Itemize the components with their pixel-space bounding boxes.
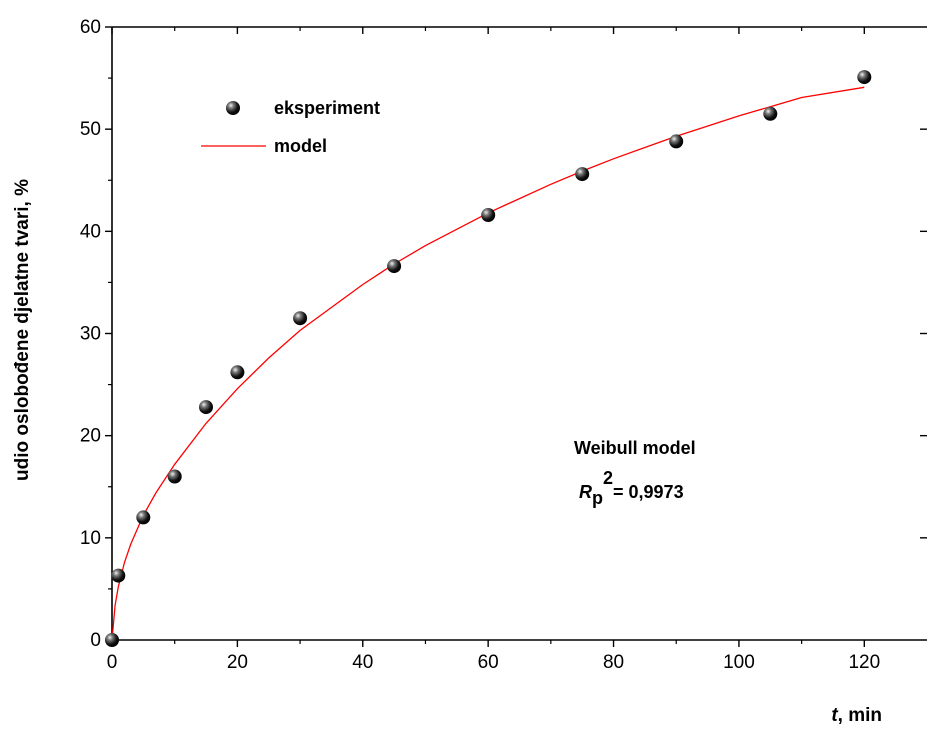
- r-symbol: R: [579, 482, 592, 502]
- plot-axes: [111, 26, 927, 641]
- x-tick-label-0: 0: [107, 652, 118, 673]
- y-tick-label-50: 50: [80, 119, 101, 140]
- y-axis-ticks: 0 10 20 30 40 50 60: [80, 17, 927, 651]
- x-axis-ticks: 0 20 40 60 80 100 120: [107, 27, 880, 673]
- annotation-r-squared: Rp2= 0,9973: [579, 468, 684, 508]
- x-tick-label-20: 20: [227, 652, 248, 673]
- data-point: [136, 510, 151, 525]
- legend-label-eksperiment: eksperiment: [274, 98, 380, 118]
- data-point: [167, 469, 182, 484]
- x-axis-title: t, min: [831, 705, 882, 726]
- r-subscript: p: [592, 488, 603, 508]
- x-axis-unit: , min: [838, 705, 882, 726]
- fit-annotation: Weibull model Rp2= 0,9973: [574, 438, 696, 508]
- data-point: [230, 365, 245, 380]
- data-point: [857, 70, 872, 85]
- y-tick-label-60: 60: [80, 17, 101, 38]
- data-point: [763, 106, 778, 121]
- model-line: [111, 86, 865, 641]
- y-tick-label-20: 20: [80, 426, 101, 447]
- data-point: [199, 400, 213, 415]
- data-point: [105, 633, 119, 647]
- y-axis-title: udio oslobođene djelatne tvari, %: [12, 179, 33, 481]
- r-value: = 0,9973: [613, 482, 684, 502]
- data-point: [481, 208, 496, 222]
- r-superscript: 2: [603, 468, 613, 488]
- y-tick-label-10: 10: [80, 528, 101, 549]
- y-tick-label-30: 30: [80, 324, 101, 345]
- x-axis-var: t: [831, 705, 838, 726]
- legend-marker-eksperiment: [226, 101, 240, 115]
- x-tick-label-120: 120: [848, 652, 880, 673]
- x-tick-label-40: 40: [352, 652, 373, 673]
- data-point: [669, 134, 684, 149]
- x-tick-label-60: 60: [478, 652, 499, 673]
- legend-label-model: model: [274, 136, 327, 156]
- legend: eksperiment model: [201, 98, 380, 156]
- annotation-title: Weibull model: [574, 438, 696, 458]
- y-tick-label-0: 0: [90, 630, 101, 651]
- experiment-series: [105, 70, 872, 647]
- model-series: [111, 86, 865, 641]
- x-tick-label-100: 100: [723, 652, 755, 673]
- x-tick-label-80: 80: [603, 652, 624, 673]
- data-point: [387, 259, 402, 274]
- y-tick-label-40: 40: [80, 221, 101, 242]
- data-point: [111, 568, 126, 583]
- data-point: [575, 167, 590, 182]
- data-point: [293, 311, 308, 326]
